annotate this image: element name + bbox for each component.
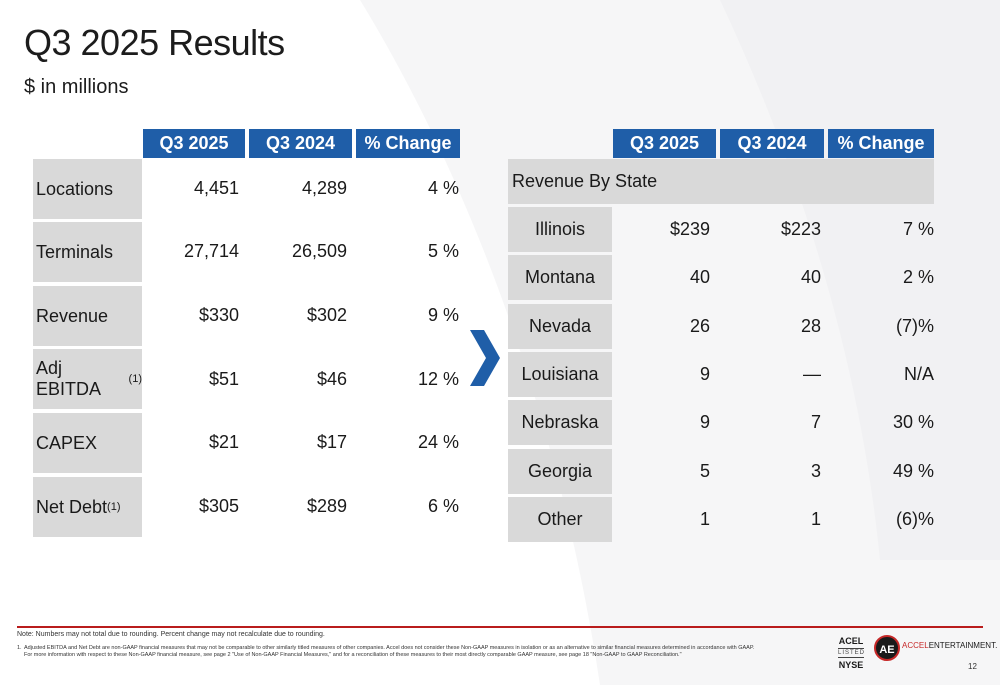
right-cell-q3-2025: 1 [699,509,710,529]
state-label: Illinois [534,219,586,239]
left-cell-change: 24 % [417,432,459,452]
rounding-note: Note: Numbers may not total due to round… [17,631,325,638]
state-label-cell: Illinois [508,207,612,252]
brand-rest: ENTERTAINMENT. [928,641,998,650]
left-cell-q3-2025: $51 [208,369,239,389]
right-cell-change: N/A [903,364,934,384]
left-cell-q3-2024: $302 [306,305,347,325]
left-cell-q3-2024: $17 [316,432,347,452]
page-number: 12 [968,662,977,671]
state-label: Louisiana [521,364,599,384]
left-row-label: Adj EBITDA (1) [33,349,142,409]
left-cell-change: 4 % [427,178,459,198]
right-cell-change: (7)% [895,316,934,336]
row-label-text: Terminals [36,241,114,262]
right-cell-q3-2024: 3 [810,461,821,481]
section-label-bar: Revenue By State [508,159,934,204]
right-cell-q3-2024: 28 [800,316,821,336]
right-cell-q3-2025: 9 [699,412,710,432]
right-cell-q3-2025: $239 [669,219,710,239]
right-cell-q3-2025: 40 [689,267,710,287]
page-subtitle: $ in millions [24,76,129,98]
footnote-marker: (1) [107,501,121,513]
left-row-label: Terminals [33,222,142,282]
state-label-cell: Georgia [508,449,612,494]
state-label-cell: Montana [508,255,612,300]
left-cell-q3-2024: $46 [316,369,347,389]
right-cell-q3-2024: 7 [810,412,821,432]
row-label-text: Locations [36,178,114,199]
state-label: Nebraska [521,412,599,432]
exchange-label: NYSE [838,660,864,670]
state-label: Montana [524,267,596,287]
section-label: Revenue By State [512,171,658,191]
row-label-text: Revenue [36,305,109,326]
right-cell-change: 30 % [892,412,934,432]
company-logo-icon: AE [874,635,900,661]
right-cell-q3-2024: — [803,364,821,384]
state-label: Nevada [528,316,592,336]
right-cell-change: (6)% [895,509,934,529]
left-cell-q3-2024: 26,509 [291,241,347,261]
left-cell-q3-2025: $305 [198,496,239,516]
page-title: Q3 2025 Results [24,22,285,63]
left-row-label: Locations [33,159,142,219]
footer-divider [17,626,983,628]
right-cell-change: 7 % [902,219,934,239]
left-cell-q3-2025: $21 [208,432,239,452]
state-label: Georgia [527,461,593,481]
left-row-label: Revenue [33,286,142,346]
right-cell-change: 49 % [892,461,934,481]
right-header-q3-2024: Q3 2024 [720,129,824,158]
left-cell-q3-2024: 4,289 [301,178,347,198]
footnote-marker: (1) [128,373,142,385]
right-header-q3-2025: Q3 2025 [613,129,716,158]
right-cell-q3-2025: 9 [699,364,710,384]
state-label-cell: Other [508,497,612,542]
left-cell-q3-2025: 4,451 [193,178,239,198]
nyse-listing-badge: ACEL LISTED NYSE [838,636,864,670]
footnote-text: Adjusted EBITDA and Net Debt are non-GAA… [24,645,755,658]
listed-label: LISTED [838,648,866,658]
left-row-label: CAPEX [33,413,142,473]
state-label-cell: Nebraska [508,400,612,445]
right-cell-q3-2025: 26 [689,316,710,336]
right-cell-q3-2025: 5 [699,461,710,481]
left-cell-q3-2025: 27,714 [183,241,239,261]
left-cell-q3-2024: $289 [306,496,347,516]
state-label-cell: Louisiana [508,352,612,397]
left-row-label: Net Debt (1) [33,477,142,537]
footnote-number: 1. [17,645,22,651]
ticker-symbol: ACEL [838,636,864,646]
right-header-change: % Change [828,129,934,158]
left-cell-change: 6 % [427,496,459,516]
left-cell-change: 5 % [427,241,459,261]
footnote: 1. Adjusted EBITDA and Net Debt are non-… [17,645,757,659]
right-cell-change: 2 % [902,267,934,287]
row-label-text: Adj EBITDA [36,358,102,399]
row-label-text: Net Debt [36,496,108,517]
left-cell-change: 12 % [417,369,459,389]
chevron-right-icon [470,330,500,386]
left-cell-q3-2025: $330 [198,305,239,325]
company-wordmark: ACCELENTERTAINMENT. [902,641,997,650]
right-cell-q3-2024: 40 [800,267,821,287]
left-header-q3-2024: Q3 2024 [249,129,352,158]
brand-accent: ACCEL [902,641,929,650]
right-cell-q3-2024: 1 [810,509,821,529]
left-cell-change: 9 % [427,305,459,325]
left-header-change: % Change [356,129,460,158]
right-cell-q3-2024: $223 [780,219,821,239]
row-label-text: CAPEX [36,432,98,453]
left-header-q3-2025: Q3 2025 [143,129,245,158]
state-label-cell: Nevada [508,304,612,349]
state-label: Other [537,509,583,529]
